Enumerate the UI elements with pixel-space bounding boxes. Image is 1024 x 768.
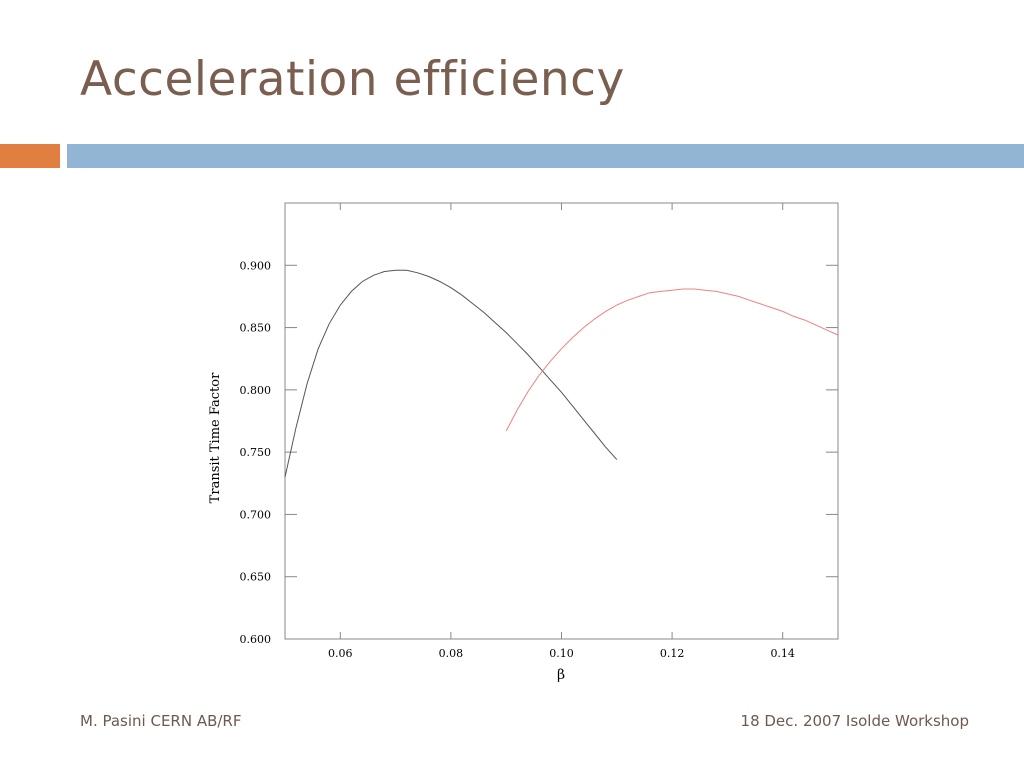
- y-tick-label: 0.600: [240, 633, 272, 646]
- footer-author: M. Pasini CERN AB/RF: [80, 712, 242, 730]
- x-tick-label: 0.14: [770, 647, 795, 660]
- axis-ticks: [285, 203, 838, 640]
- y-tick-label: 0.700: [240, 508, 272, 521]
- x-tick-label: 0.08: [439, 647, 464, 660]
- series-group: [284, 269, 839, 478]
- x-tick-label: 0.06: [328, 647, 353, 660]
- y-axis-label: Transit Time Factor: [208, 372, 223, 503]
- series-line-1: [284, 269, 618, 478]
- plot-frame: [284, 202, 839, 640]
- slide-title: Acceleration efficiency: [80, 52, 625, 107]
- tick-labels: 0.06 0.08 0.10 0.12 0.14 0.600 0.650 0.700 0.750…: [240, 259, 795, 660]
- y-tick-label: 0.800: [240, 384, 272, 397]
- y-tick-label: 0.850: [240, 322, 272, 335]
- x-tick-label: 0.10: [549, 647, 574, 660]
- y-tick-label: 0.900: [240, 259, 272, 272]
- footer-event: 18 Dec. 2007 Isolde Workshop: [740, 712, 969, 730]
- y-tick-label: 0.750: [240, 446, 272, 459]
- x-tick-label: 0.12: [660, 647, 685, 660]
- series-line-2: [505, 288, 839, 432]
- accent-bar-blue: [67, 144, 1024, 168]
- y-tick-label: 0.650: [240, 571, 272, 584]
- x-axis-label: β: [557, 667, 565, 683]
- accent-bar-orange: [0, 144, 60, 168]
